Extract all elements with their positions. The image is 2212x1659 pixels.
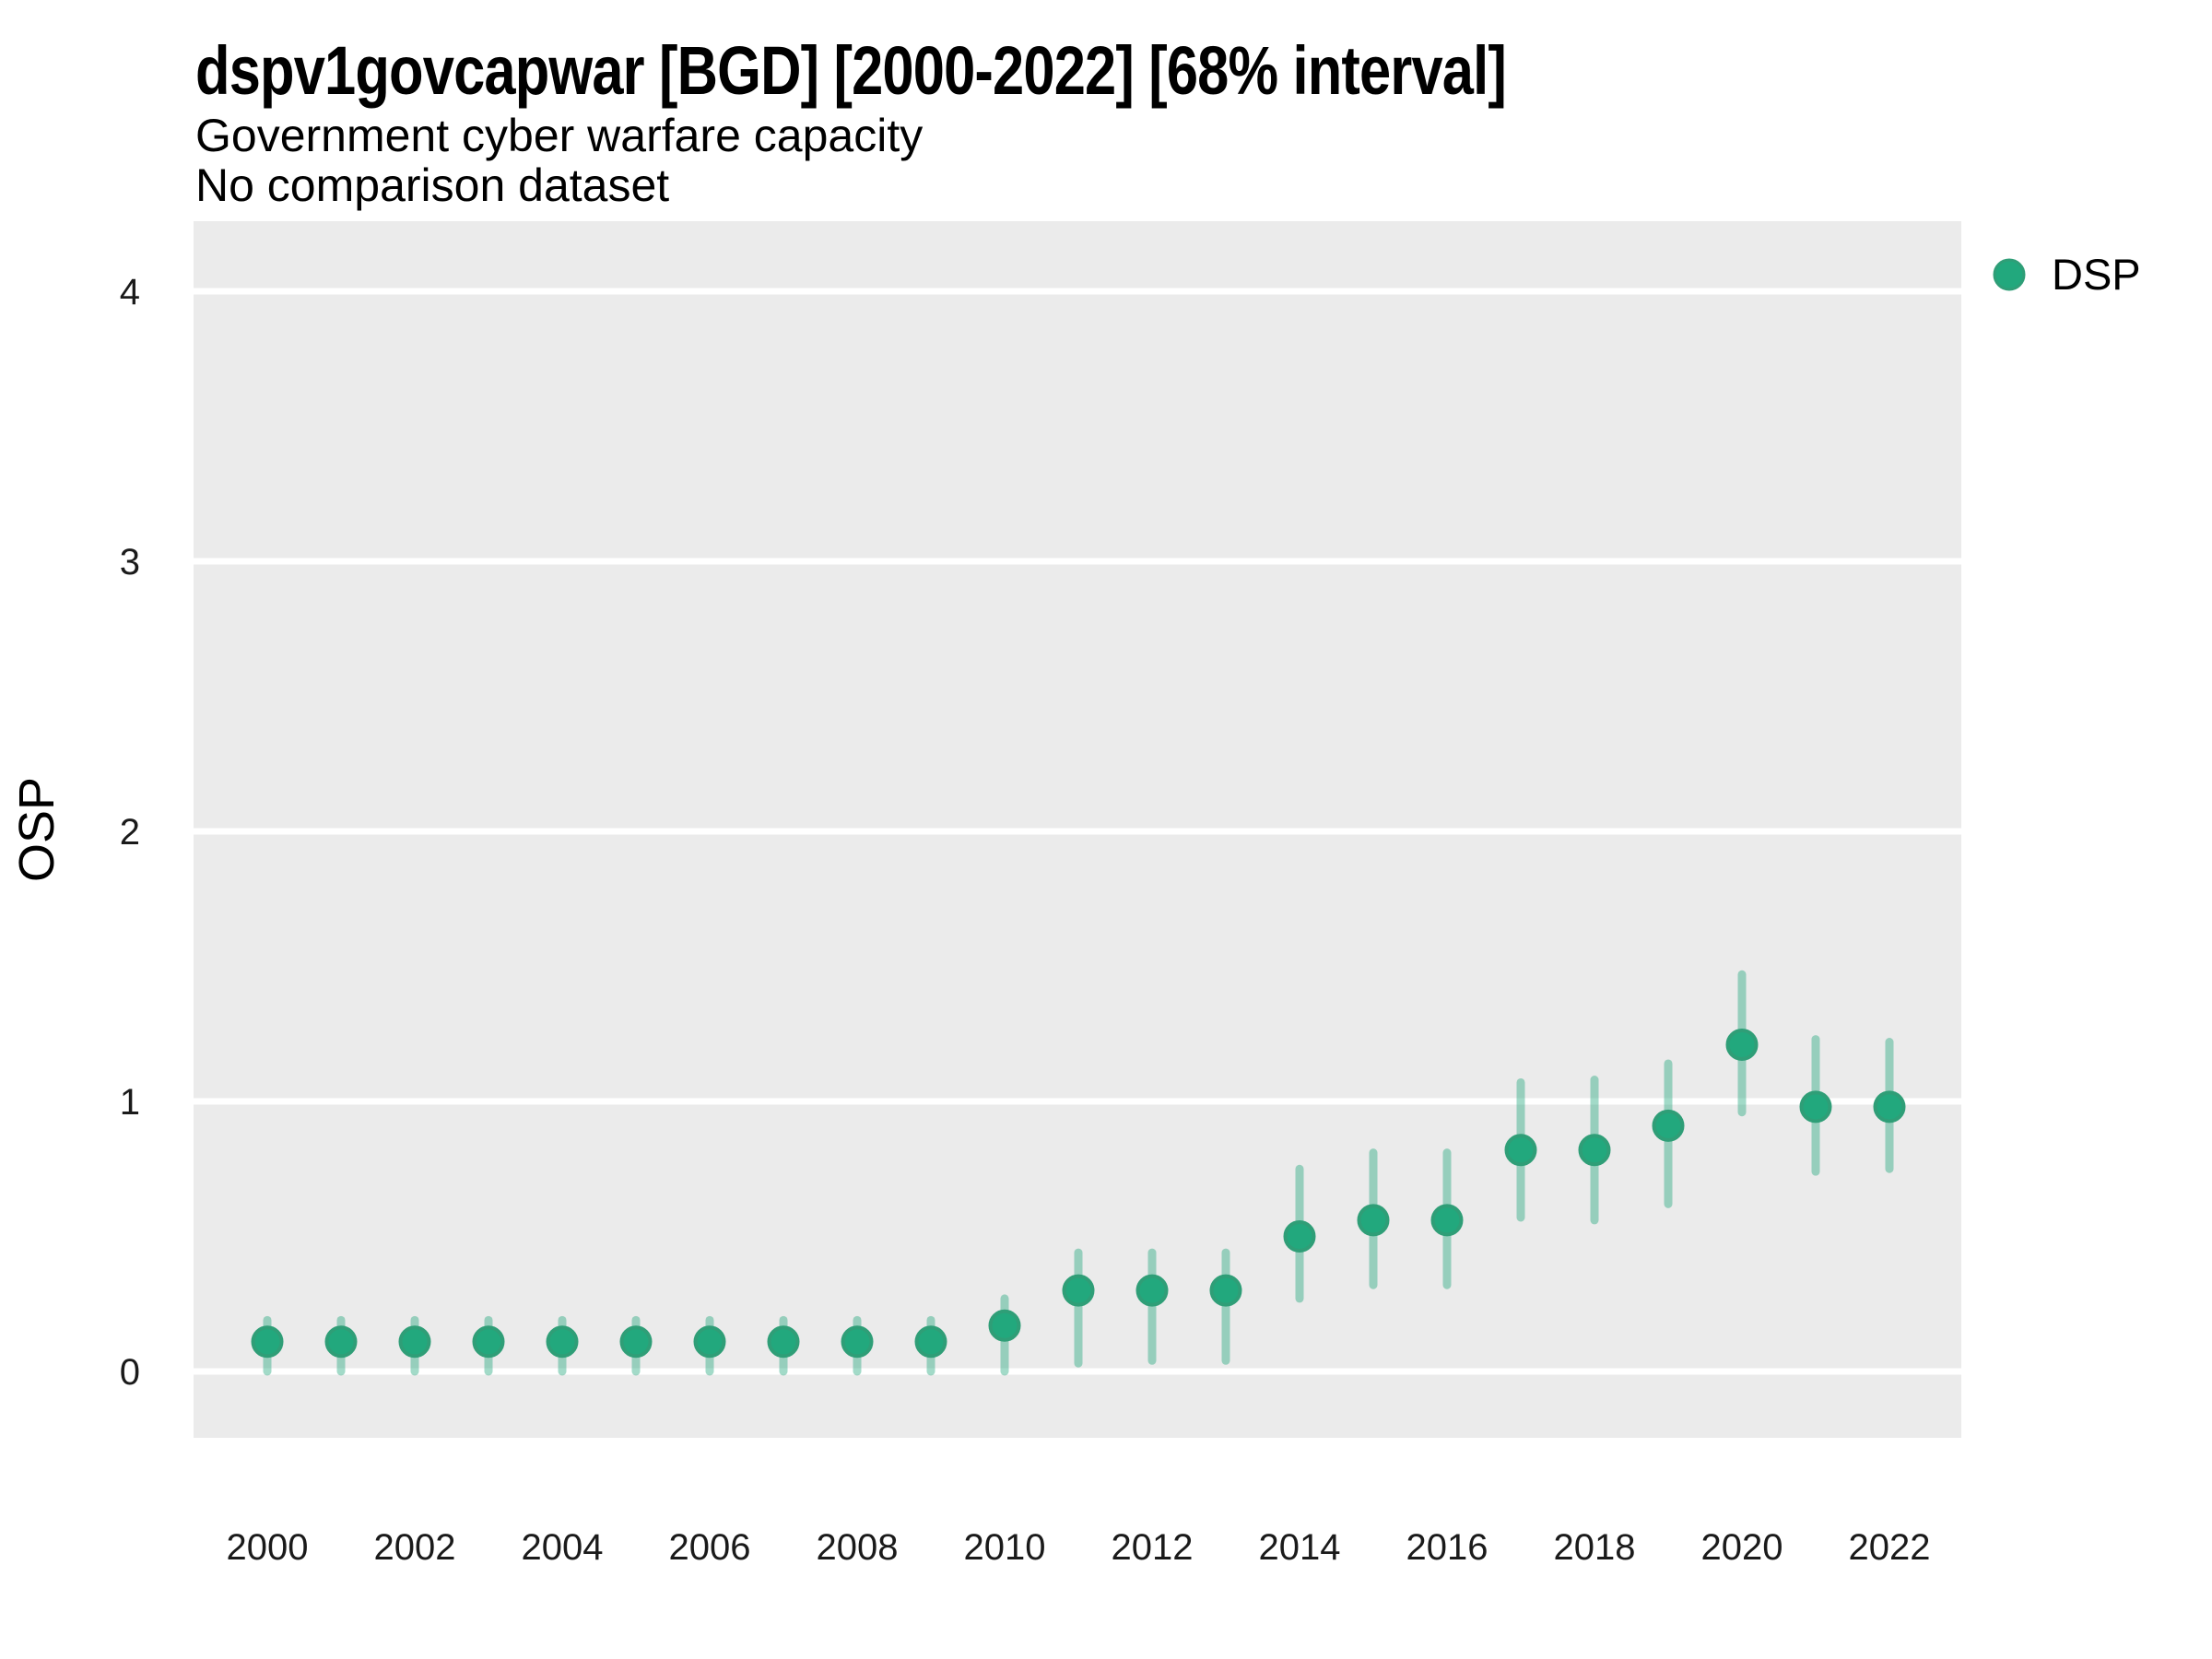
data-point-2022 [1873,1090,1906,1124]
data-point-2004 [546,1325,579,1359]
data-point-2000 [251,1325,284,1359]
data-point-2013 [1209,1274,1242,1307]
data-point-2007 [767,1325,800,1359]
x-tick-label-2020: 2020 [1701,1527,1783,1568]
chart-title: dspv1govcapwar [BGD] [2000-2022] [68% in… [195,32,1507,109]
y-tick-label-0: 0 [120,1352,140,1393]
data-point-2016 [1430,1204,1464,1237]
x-tick-label-2016: 2016 [1406,1527,1488,1568]
y-tick-label-1: 1 [120,1082,140,1123]
data-point-2018 [1578,1134,1611,1167]
data-point-2002 [398,1325,431,1359]
data-point-2005 [619,1325,653,1359]
data-point-2019 [1652,1109,1685,1142]
y-tick-label-3: 3 [120,542,140,582]
x-tick-label-2010: 2010 [964,1527,1046,1568]
legend-marker-circle-icon [1993,258,2026,291]
x-tick-label-2014: 2014 [1259,1527,1341,1568]
data-point-2011 [1062,1274,1095,1307]
x-tick-label-2022: 2022 [1849,1527,1931,1568]
data-point-2006 [693,1325,726,1359]
legend-label: DSP [2052,250,2141,299]
data-point-2012 [1135,1274,1169,1307]
data-point-2003 [472,1325,505,1359]
x-tick-label-2002: 2002 [374,1527,456,1568]
data-point-2009 [914,1325,947,1359]
x-tick-label-2018: 2018 [1554,1527,1636,1568]
data-point-2021 [1799,1090,1832,1124]
x-tick-label-2012: 2012 [1112,1527,1194,1568]
y-tick-label-2: 2 [120,812,140,853]
data-point-2015 [1357,1204,1390,1237]
x-tick-label-2006: 2006 [669,1527,751,1568]
data-point-2010 [988,1309,1021,1342]
chart-subtitle: Government cyber warfare capacity [195,110,924,161]
x-tick-label-2000: 2000 [227,1527,309,1568]
data-point-2020 [1725,1028,1759,1061]
y-tick-label-4: 4 [120,272,140,312]
x-tick-label-2008: 2008 [817,1527,899,1568]
y-axis-label: OSP [9,777,65,882]
comparison-note: No comparison dataset [195,159,670,211]
data-point-2014 [1283,1220,1316,1253]
data-point-2017 [1504,1134,1537,1167]
data-point-2001 [324,1325,358,1359]
data-point-2008 [841,1325,874,1359]
x-tick-label-2004: 2004 [522,1527,604,1568]
